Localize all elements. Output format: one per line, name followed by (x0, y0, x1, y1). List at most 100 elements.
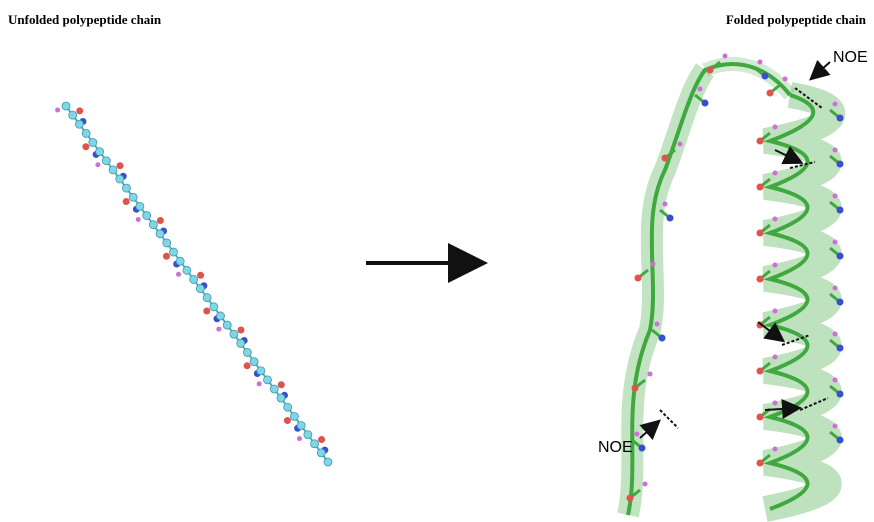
nitrogen-atom (837, 161, 844, 168)
hydrogen-atom (773, 447, 778, 452)
unfolded-chain (55, 102, 332, 466)
noe-contact (660, 410, 678, 428)
hydrogen-atom (55, 108, 60, 113)
carbon-atom (122, 184, 130, 192)
carbon-atom (311, 440, 319, 448)
hydrogen-atom (635, 432, 640, 437)
carbon-atom (210, 303, 218, 311)
carbon-atom (109, 166, 117, 174)
hydrogen-atom (833, 424, 838, 429)
carbon-atom (149, 221, 157, 229)
hydrogen-atom (176, 272, 181, 277)
carbon-atom (163, 239, 171, 247)
noe-label: NOE (833, 49, 868, 66)
nitrogen-atom (837, 115, 844, 122)
carbon-atom (243, 348, 251, 356)
nitrogen-atom (659, 335, 666, 342)
oxygen-atom (123, 198, 130, 205)
carbon-atom (169, 248, 177, 256)
hydrogen-atom (95, 162, 100, 167)
folded-chain (627, 54, 844, 516)
oxygen-atom (197, 272, 204, 279)
oxygen-atom (767, 90, 774, 97)
carbon-atom (136, 202, 144, 210)
hydrogen-atom (758, 60, 763, 65)
hydrogen-atom (773, 401, 778, 406)
hydrogen-atom (833, 286, 838, 291)
oxygen-atom (117, 162, 124, 169)
oxygen-atom (632, 385, 639, 392)
carbon-atom (69, 111, 77, 119)
carbon-atom (223, 321, 231, 329)
carbon-atom (237, 339, 245, 347)
hydrogen-atom (773, 171, 778, 176)
oxygen-atom (82, 143, 89, 150)
nitrogen-atom (837, 299, 844, 306)
nitrogen-atom (667, 215, 674, 222)
pointer-arrow (812, 62, 830, 78)
left-label: Unfolded polypeptide chain (8, 12, 162, 27)
oxygen-atom (757, 184, 764, 191)
hydrogen-atom (783, 77, 788, 82)
nitrogen-atom (837, 437, 844, 444)
oxygen-atom (76, 107, 83, 114)
carbon-atom (89, 139, 97, 147)
carbon-atom (75, 120, 83, 128)
hydrogen-atom (297, 436, 302, 441)
nitrogen-atom (837, 391, 844, 398)
carbon-atom (270, 385, 278, 393)
oxygen-atom (318, 436, 325, 443)
oxygen-atom (203, 308, 210, 315)
oxygen-atom (662, 155, 669, 162)
oxygen-atom (244, 362, 251, 369)
hydrogen-atom (773, 217, 778, 222)
hydrogen-atom (655, 322, 660, 327)
carbon-atom (230, 330, 238, 338)
oxygen-atom (278, 381, 285, 388)
carbon-atom (257, 367, 265, 375)
oxygen-atom (757, 138, 764, 145)
carbon-atom (203, 294, 211, 302)
oxygen-atom (757, 368, 764, 375)
oxygen-atom (707, 67, 714, 74)
hydrogen-atom (651, 262, 656, 267)
nitrogen-atom (837, 207, 844, 214)
carbon-atom (290, 412, 298, 420)
hydrogen-atom (678, 142, 683, 147)
carbon-atom (190, 275, 198, 283)
oxygen-atom (157, 217, 164, 224)
hydrogen-atom (648, 372, 653, 377)
hydrogen-atom (833, 148, 838, 153)
carbon-atom (297, 421, 305, 429)
carbon-atom (176, 257, 184, 265)
hydrogen-atom (663, 202, 668, 207)
oxygen-atom (757, 460, 764, 467)
hydrogen-atom (773, 355, 778, 360)
nitrogen-atom (837, 345, 844, 352)
oxygen-atom (757, 276, 764, 283)
oxygen-atom (757, 230, 764, 237)
nitrogen-atom (639, 445, 646, 452)
hydrogen-atom (643, 482, 648, 487)
hydrogen-atom (698, 87, 703, 92)
hydrogen-atom (833, 378, 838, 383)
oxygen-atom (757, 414, 764, 421)
carbon-atom (304, 431, 312, 439)
oxygen-atom (163, 253, 170, 260)
carbon-atom (116, 175, 124, 183)
carbon-atom (62, 102, 70, 110)
hydrogen-atom (773, 125, 778, 130)
nitrogen-atom (702, 100, 709, 107)
carbon-atom (196, 285, 204, 293)
carbon-atom (183, 266, 191, 274)
hydrogen-atom (833, 194, 838, 199)
hydrogen-atom (136, 217, 141, 222)
hydrogen-atom (257, 381, 262, 386)
carbon-atom (129, 193, 137, 201)
figure: Unfolded polypeptide chain Folded polype… (0, 0, 874, 522)
oxygen-atom (635, 275, 642, 282)
page: Unfolded polypeptide chain Folded polype… (0, 0, 874, 522)
carbon-atom (324, 458, 332, 466)
hydrogen-atom (833, 332, 838, 337)
carbon-atom (264, 376, 272, 384)
